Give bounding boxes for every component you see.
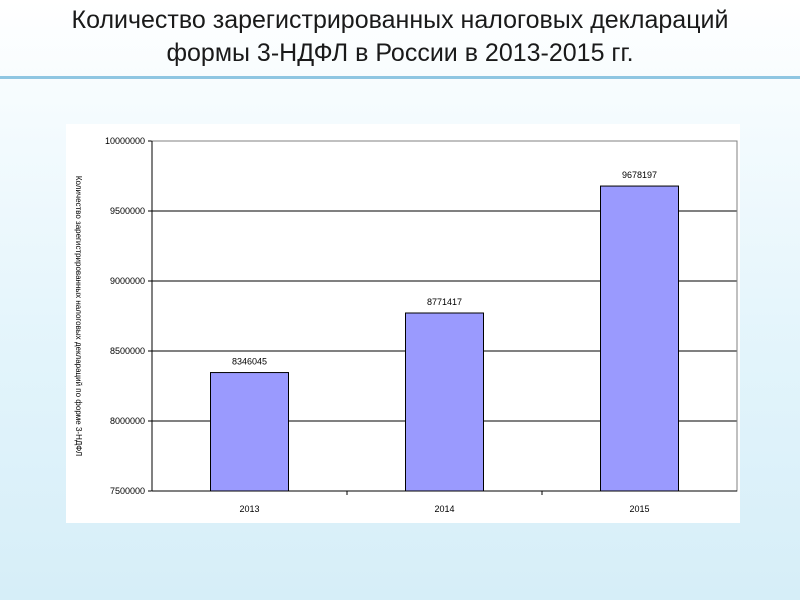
y-tick-label: 8500000 xyxy=(110,346,145,356)
bar xyxy=(210,372,289,492)
y-tick-label: 8000000 xyxy=(110,416,145,426)
y-axis-title: Количество зарегистрированных налоговых … xyxy=(74,176,83,456)
x-tick-label: 2015 xyxy=(629,504,649,514)
bar xyxy=(405,312,484,492)
title-divider xyxy=(0,76,800,79)
chart-panel: 7500000 8000000 8500000 9000000 9500000 10000… xyxy=(66,124,740,523)
x-tick-label: 2014 xyxy=(434,504,454,514)
data-label: 9678197 xyxy=(622,170,657,180)
bar xyxy=(600,185,679,492)
y-tick-label: 9000000 xyxy=(110,276,145,286)
y-tick-label: 10000000 xyxy=(105,136,145,146)
x-tick-label: 2013 xyxy=(239,504,259,514)
data-label: 8346045 xyxy=(232,357,267,367)
y-tick-label: 9500000 xyxy=(110,206,145,216)
data-label: 8771417 xyxy=(427,297,462,307)
slide-title-line-1: Количество зарегистрированных налоговых … xyxy=(71,6,729,34)
slide-title: Количество зарегистрированных налоговых … xyxy=(0,4,800,70)
bar-chart: 7500000 8000000 8500000 9000000 9500000 10000… xyxy=(74,136,738,514)
y-tick-label: 7500000 xyxy=(110,486,145,496)
slide-title-line-2: формы 3-НДФЛ в России в 2013-2015 гг. xyxy=(166,39,634,67)
